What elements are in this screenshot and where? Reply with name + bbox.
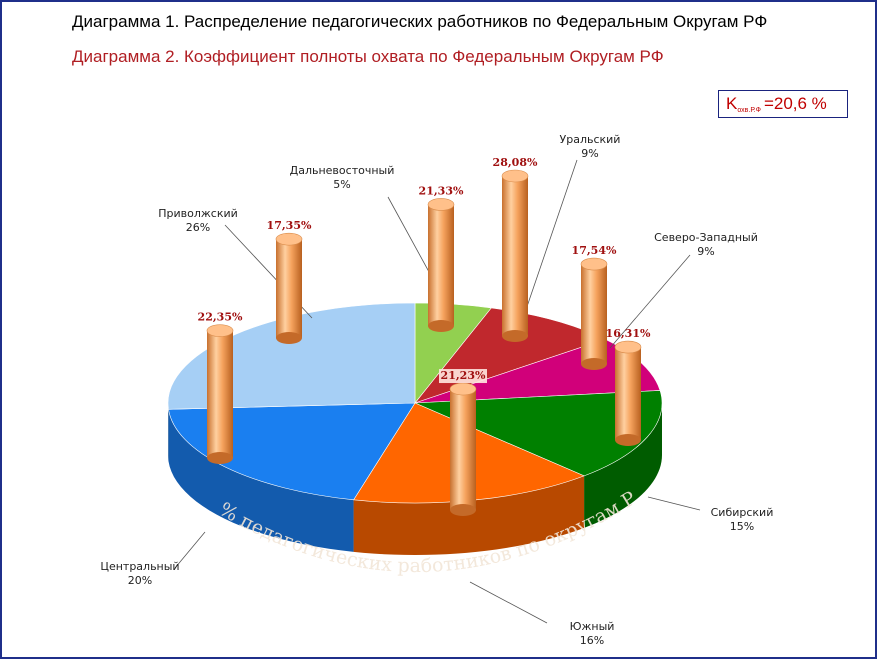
pie-side-4 xyxy=(353,475,585,555)
cylinder-body-2 xyxy=(428,204,454,326)
cylinder-base-2 xyxy=(428,320,454,332)
pie-label-name-2: Северо-Западный xyxy=(654,231,758,244)
cylinder-body-3 xyxy=(502,176,528,336)
cylinder-base-6 xyxy=(450,504,476,516)
leader-line-3 xyxy=(647,496,701,511)
cylinder-top-0 xyxy=(206,324,234,337)
pie-label-value-1: 9% xyxy=(581,147,598,160)
pie-label-name-4: Южный xyxy=(570,620,615,633)
cylinder-base-5 xyxy=(615,434,641,446)
cylinder-3: 28,08% xyxy=(493,156,538,342)
pie-label-name-3: Сибирский xyxy=(711,506,774,519)
cylinder-base-0 xyxy=(207,452,233,464)
cylinder-1: 17,35% xyxy=(267,219,312,344)
pie-label-name-1: Уральский xyxy=(560,133,621,146)
pie-label-value-4: 16% xyxy=(580,634,604,647)
pie-sides xyxy=(168,403,662,555)
cylinder-label-5: 16,31% xyxy=(606,327,651,340)
leader-line-2 xyxy=(609,254,691,349)
cylinder-5: 16,31% xyxy=(606,327,651,446)
cylinder-top-6 xyxy=(449,382,477,396)
pie-label-value-6: 26% xyxy=(186,221,210,234)
cylinder-label-1: 17,35% xyxy=(267,219,312,232)
cylinder-label-4: 17,54% xyxy=(572,244,617,257)
cylinder-label-bg-6 xyxy=(439,369,487,384)
chart-title-2: Диаграмма 2. Коэффициент полноты охвата … xyxy=(72,47,664,66)
coefficient-symbol: K xyxy=(726,94,738,113)
cylinder-6: 21,23% xyxy=(439,369,487,516)
pie-side-3 xyxy=(584,403,662,528)
cylinder-base-3 xyxy=(502,330,528,342)
cylinder-label-6: 21,23% xyxy=(441,369,486,382)
cylinder-label-0: 22,35% xyxy=(198,311,243,324)
cylinder-top-1 xyxy=(275,232,303,246)
cylinder-body-5 xyxy=(615,347,641,440)
cylinder-label-3: 28,08% xyxy=(493,156,538,169)
cylinder-top-2 xyxy=(427,198,455,211)
pie-label-value-2: 9% xyxy=(697,245,714,258)
cylinders: 22,35% 17,35% 21,33% 28,08% 17,54% 16,31% 21,2… xyxy=(198,156,651,516)
cylinder-base-4 xyxy=(581,358,607,370)
coefficient-value: =20,6 % xyxy=(763,94,827,113)
cylinder-body-0 xyxy=(207,330,233,458)
coefficient-subscript: охв.Р.Ф xyxy=(737,107,761,114)
pie-side-5 xyxy=(168,409,354,552)
pie-label-name-6: Приволжский xyxy=(158,207,238,220)
cylinder-4: 17,54% xyxy=(572,244,617,370)
pie-label-value-3: 15% xyxy=(730,520,754,533)
cylinder-label-2: 21,33% xyxy=(419,184,464,197)
cylinder-body-4 xyxy=(581,264,607,364)
cylinder-body-6 xyxy=(450,389,476,510)
pie-labels: Дальневосточный5%Уральский9%Северо-Запад… xyxy=(100,133,773,647)
pie-label-value-5: 20% xyxy=(128,574,152,587)
cylinder-base-1 xyxy=(276,332,302,344)
cylinder-top-3 xyxy=(501,169,529,183)
leader-line-4 xyxy=(469,581,548,624)
cylinder-0: 22,35% xyxy=(198,311,243,464)
cylinder-top-4 xyxy=(580,257,608,271)
pie-label-name-5: Центральный xyxy=(100,560,179,573)
cylinder-body-1 xyxy=(276,239,302,338)
chart-title-1: Диаграмма 1. Распределение педагогически… xyxy=(72,12,768,31)
leader-line-5 xyxy=(174,531,206,569)
pie-label-value-0: 5% xyxy=(333,178,350,191)
pie-slice-3 xyxy=(414,390,663,477)
coefficient-box: Kохв.Р.Ф =20,6 % xyxy=(718,90,848,118)
cylinder-top-5 xyxy=(614,340,642,354)
pie-label-name-0: Дальневосточный xyxy=(290,164,395,177)
cylinder-2: 21,33% xyxy=(419,184,464,332)
